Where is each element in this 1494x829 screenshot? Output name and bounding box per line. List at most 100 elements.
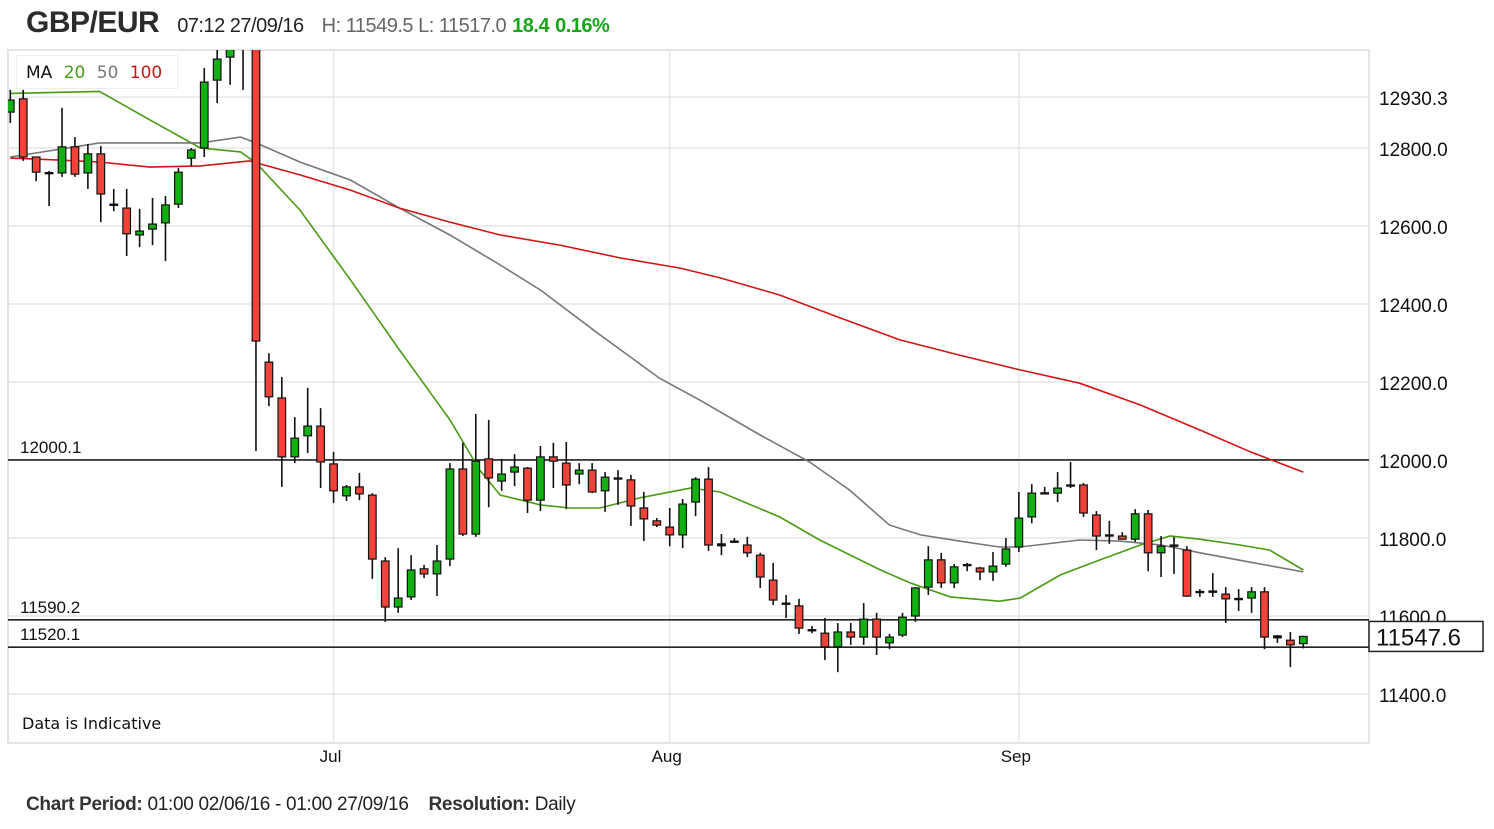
candle-body-up xyxy=(199,81,209,149)
candle xyxy=(1104,520,1114,544)
candle-body-up xyxy=(445,468,455,560)
period-label: Chart Period: xyxy=(26,794,143,815)
candle-body-up xyxy=(497,473,507,482)
candle xyxy=(742,536,752,558)
candle xyxy=(846,623,856,645)
candle-body-up xyxy=(1040,492,1050,495)
chart-header: GBP/EUR 07:12 27/09/16 H: 11549.5 L: 115… xyxy=(26,6,615,40)
y-tick-label: 12930.3 xyxy=(1379,89,1448,110)
candle xyxy=(833,623,843,673)
timestamp: 07:12 27/09/16 xyxy=(177,15,304,37)
candle xyxy=(83,144,93,189)
candle xyxy=(1195,589,1205,597)
candle-body-down xyxy=(717,543,726,547)
candle-body-up xyxy=(471,460,481,535)
candle-body-down xyxy=(484,458,494,479)
candle-body-down xyxy=(1104,534,1114,537)
candle xyxy=(523,467,532,514)
candle-body-up xyxy=(1014,517,1024,548)
plot-area xyxy=(7,49,1370,744)
candle xyxy=(561,442,571,510)
candle xyxy=(497,458,507,491)
candle xyxy=(1143,509,1153,572)
candle-body-down xyxy=(742,544,752,554)
candle-body-up xyxy=(898,616,907,636)
candle-body-down xyxy=(846,631,856,638)
candle-body-up xyxy=(225,50,235,58)
legend-ma100[interactable]: 100 xyxy=(129,63,163,83)
ma-line-20 xyxy=(10,90,1304,603)
candle-body-down xyxy=(548,456,558,462)
level-label: 11520.1 xyxy=(20,625,80,644)
candle xyxy=(186,148,196,166)
candle xyxy=(1066,461,1075,489)
candle xyxy=(70,137,80,177)
candle xyxy=(1040,486,1050,495)
candle xyxy=(704,467,713,551)
candle xyxy=(859,603,869,645)
candle-body-up xyxy=(910,587,920,617)
candle xyxy=(1092,511,1101,551)
candle xyxy=(1156,536,1166,577)
candle-body-up xyxy=(600,476,610,492)
candle-body-up xyxy=(574,469,584,475)
candle xyxy=(781,594,791,618)
candle xyxy=(910,587,920,622)
candle-body-up xyxy=(161,204,170,224)
candle xyxy=(342,484,351,501)
legend-ma-label: MA xyxy=(26,63,53,83)
candle-body-down xyxy=(419,568,429,575)
resolution-value: Daily xyxy=(534,794,576,815)
candle xyxy=(199,68,209,157)
candle xyxy=(303,387,313,453)
candle xyxy=(600,472,610,512)
candle-body-down xyxy=(729,540,739,543)
candle xyxy=(1221,587,1231,624)
candle-body-down xyxy=(1169,544,1179,547)
candle-body-down xyxy=(1260,591,1269,638)
candle-body-down xyxy=(1092,514,1101,537)
candle-body-down xyxy=(626,479,636,507)
candle-body-up xyxy=(432,560,442,575)
y-tick-label: 11800.0 xyxy=(1379,530,1446,551)
candle-body-down xyxy=(1234,597,1244,601)
candle xyxy=(626,474,636,526)
candle xyxy=(936,552,946,588)
candle-body-up xyxy=(303,425,313,437)
candle xyxy=(445,463,455,567)
candle-body-down xyxy=(1195,590,1205,594)
candle-body-up xyxy=(923,559,933,588)
y-tick-label: 12200.0 xyxy=(1379,374,1448,395)
candle xyxy=(613,470,623,505)
candle xyxy=(31,156,41,182)
candle xyxy=(691,477,700,517)
candle xyxy=(367,493,377,579)
x-tick-label: Jul xyxy=(320,747,342,766)
candle-body-up xyxy=(833,631,843,648)
candle-body-up xyxy=(1027,492,1037,518)
legend-ma20[interactable]: 20 xyxy=(63,63,86,83)
candle xyxy=(1169,536,1179,574)
candle-body-down xyxy=(355,486,364,495)
candle xyxy=(406,555,416,601)
legend-ma50[interactable]: 50 xyxy=(96,63,119,83)
candle-body-down xyxy=(704,478,713,546)
candle xyxy=(264,353,274,407)
candle-body-up xyxy=(1247,591,1256,599)
candle-body-down xyxy=(807,629,817,632)
candle-body-up xyxy=(83,153,93,174)
candle xyxy=(1001,538,1011,567)
candle xyxy=(135,208,145,248)
candle xyxy=(148,197,157,246)
candle xyxy=(1079,483,1088,517)
candle xyxy=(717,534,726,556)
candle xyxy=(665,507,675,547)
candle-body-down xyxy=(587,469,597,493)
candle xyxy=(57,107,67,177)
candle-body-up xyxy=(406,569,416,598)
resolution-label: Resolution: xyxy=(428,794,531,815)
candle xyxy=(173,167,183,209)
ma-line-50 xyxy=(10,136,1304,573)
candle-body-down xyxy=(613,477,623,480)
candle-body-down xyxy=(561,462,571,486)
